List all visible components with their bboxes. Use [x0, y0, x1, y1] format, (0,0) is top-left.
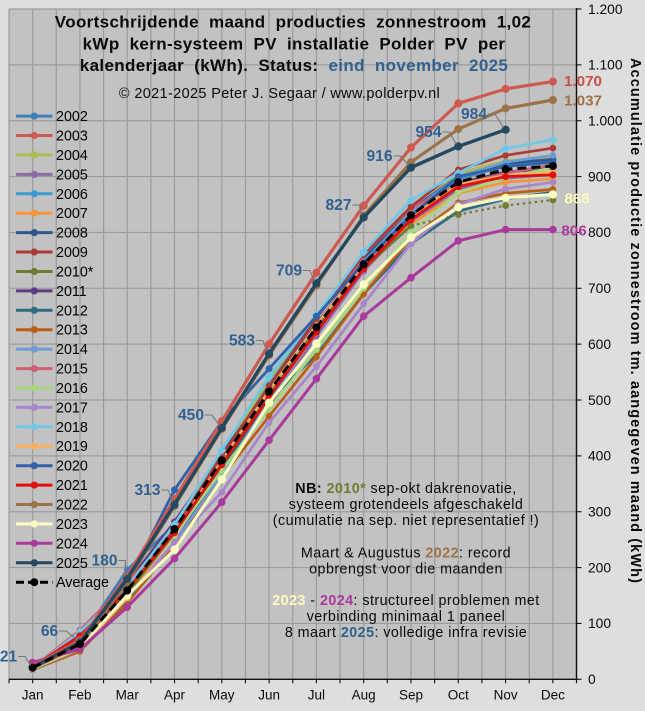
svg-text:313: 313: [134, 482, 160, 499]
svg-text:systeem grotendeels afgeschake: systeem grotendeels afgeschakeld: [289, 497, 524, 513]
svg-text:May: May: [209, 688, 235, 703]
svg-text:954: 954: [415, 124, 441, 141]
svg-text:2021: 2021: [56, 478, 88, 494]
svg-text:Jun: Jun: [258, 688, 280, 703]
svg-text:kalenderjaar (kWh). Status: ei: kalenderjaar (kWh). Status: eind novembe…: [80, 56, 508, 75]
svg-text:2019: 2019: [56, 439, 88, 455]
svg-text:2018: 2018: [56, 420, 88, 436]
svg-text:8 maart 2025: volledige inf: 8 maart 2025: volledige infra revisie: [285, 625, 527, 641]
svg-text:Sep: Sep: [399, 688, 423, 703]
svg-text:Nov: Nov: [494, 688, 518, 703]
svg-text:verbinding minimaal 1 paneel: verbinding minimaal 1 paneel: [307, 609, 506, 625]
svg-text:(cumulatie na sep. niet repres: (cumulatie na sep. niet representatief !…: [273, 513, 539, 529]
svg-text:2003: 2003: [56, 129, 88, 145]
svg-text:Oct: Oct: [448, 688, 469, 703]
svg-text:1.200: 1.200: [588, 2, 623, 17]
svg-text:800: 800: [588, 225, 611, 240]
svg-text:1.037: 1.037: [564, 93, 602, 110]
svg-text:© 2021-2025 Peter J. Segaar /: © 2021-2025 Peter J. Segaar / www.polder…: [119, 86, 440, 102]
svg-text:21: 21: [0, 649, 17, 666]
svg-text:Apr: Apr: [164, 688, 186, 703]
svg-text:2014: 2014: [56, 342, 88, 358]
svg-text:300: 300: [588, 505, 611, 520]
svg-text:2007: 2007: [56, 206, 88, 222]
svg-text:2023: 2023: [56, 517, 88, 533]
svg-text:2002: 2002: [56, 109, 88, 125]
svg-text:827: 827: [325, 197, 351, 214]
svg-text:450: 450: [178, 407, 204, 424]
svg-text:2024: 2024: [56, 536, 88, 552]
svg-text:2025: 2025: [56, 556, 88, 572]
svg-text:2004: 2004: [56, 148, 88, 164]
svg-text:984: 984: [461, 106, 487, 123]
svg-text:2016: 2016: [56, 381, 88, 397]
svg-text:1.000: 1.000: [588, 114, 623, 129]
svg-text:400: 400: [588, 449, 611, 464]
svg-text:Dec: Dec: [541, 688, 565, 703]
svg-text:200: 200: [588, 560, 611, 575]
svg-text:600: 600: [588, 337, 611, 352]
svg-text:Mar: Mar: [116, 688, 140, 703]
svg-text:2009: 2009: [56, 245, 88, 261]
svg-text:NB: 2010* sep-okt dakrenovat: NB: 2010* sep-okt dakrenovatie,: [295, 481, 516, 497]
svg-text:709: 709: [276, 263, 302, 280]
svg-text:Jul: Jul: [308, 688, 325, 703]
svg-text:2022: 2022: [56, 498, 88, 514]
svg-text:2017: 2017: [56, 400, 88, 416]
svg-text:2023 - 2024: structureel prob: 2023 - 2024: structureel problemen met: [272, 593, 539, 609]
svg-text:Jan: Jan: [22, 688, 44, 703]
svg-text:Maart & Augustus 2022: record: Maart & Augustus 2022: record: [301, 546, 511, 562]
svg-text:opbrengst voor die maanden: opbrengst voor die maanden: [309, 562, 503, 578]
svg-text:100: 100: [588, 616, 611, 631]
svg-text:66: 66: [41, 623, 59, 640]
svg-text:700: 700: [588, 281, 611, 296]
svg-text:Accumulatie productie zonnestr: Accumulatie productie zonnestroom tm. aa…: [627, 58, 643, 584]
svg-text:Average: Average: [56, 575, 109, 591]
svg-text:180: 180: [91, 553, 117, 570]
svg-text:868: 868: [564, 191, 589, 208]
svg-text:2015: 2015: [56, 362, 88, 378]
svg-text:2010*: 2010*: [56, 265, 94, 281]
svg-text:kWp kern-systeem PV installati: kWp kern-systeem PV installatie Polder P…: [83, 35, 506, 54]
svg-text:0: 0: [588, 672, 596, 687]
svg-text:2005: 2005: [56, 167, 88, 183]
svg-text:Aug: Aug: [352, 688, 376, 703]
svg-text:2013: 2013: [56, 323, 88, 339]
svg-text:900: 900: [588, 169, 611, 184]
svg-text:2020: 2020: [56, 459, 88, 475]
svg-text:2011: 2011: [56, 284, 87, 300]
svg-text:1.100: 1.100: [588, 58, 623, 73]
svg-text:Feb: Feb: [68, 688, 91, 703]
svg-text:806: 806: [561, 223, 586, 240]
svg-text:2012: 2012: [56, 303, 88, 319]
svg-text:Voortschrijdende maand product: Voortschrijdende maand producties zonnes…: [55, 13, 531, 32]
svg-text:1.070: 1.070: [564, 73, 602, 90]
svg-text:2008: 2008: [56, 226, 88, 242]
svg-text:2006: 2006: [56, 187, 88, 203]
svg-text:500: 500: [588, 393, 611, 408]
svg-text:916: 916: [366, 148, 392, 165]
svg-text:583: 583: [229, 333, 255, 350]
